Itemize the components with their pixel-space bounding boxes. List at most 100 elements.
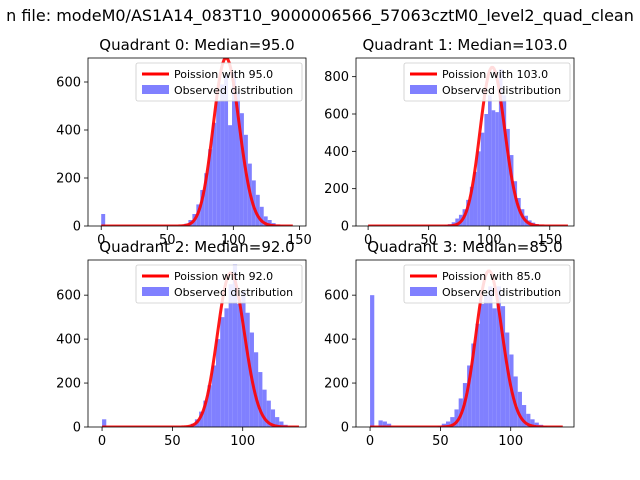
y-tick-label: 0 xyxy=(73,421,81,436)
histogram-bar xyxy=(530,419,535,427)
histogram-bar xyxy=(471,343,476,427)
y-tick-label: 400 xyxy=(324,145,349,160)
subplot-quadrant-3: 0 50 100 0 200 400 600 Quadrant 3: Median=85.0 P… xyxy=(324,238,575,449)
y-tick-label: 200 xyxy=(324,377,349,392)
plot-area xyxy=(367,65,569,226)
legend-box xyxy=(135,264,303,304)
histogram-bar xyxy=(232,264,238,427)
histogram-bar xyxy=(534,422,539,427)
histogram-bar xyxy=(466,199,470,226)
y-tick-label: 600 xyxy=(324,289,349,304)
subplot-title: Quadrant 0: Median=95.0 xyxy=(99,36,294,54)
histogram-bar xyxy=(517,391,522,427)
histogram-bar xyxy=(259,206,264,226)
subplot-quadrant-1: 0 50 100 150 0 200 400 600 800 Quadrant 1: Median… xyxy=(324,36,575,248)
histogram-bar xyxy=(513,181,518,226)
legend-observed-swatch xyxy=(410,85,437,94)
histogram-bar xyxy=(235,91,240,226)
y-tick-label: 800 xyxy=(324,70,349,85)
histogram-bar xyxy=(386,423,392,427)
histogram-bar xyxy=(483,295,489,427)
histogram-bar xyxy=(253,352,259,427)
histogram-bar xyxy=(207,385,212,427)
histogram-bar xyxy=(275,417,280,427)
histogram-bar xyxy=(262,389,267,427)
poisson-curve xyxy=(367,65,569,226)
y-tick-label: 0 xyxy=(341,421,349,436)
axes-frame xyxy=(355,259,575,428)
histogram-bar xyxy=(473,171,478,226)
histogram-bar xyxy=(500,306,506,427)
x-tick-label: 0 xyxy=(364,233,372,248)
histogram-bar xyxy=(266,400,271,427)
legend-observed-swatch xyxy=(142,85,169,94)
x-tick-label: 100 xyxy=(221,233,246,248)
subplot-title: Quadrant 1: Median=103.0 xyxy=(363,36,568,54)
histogram-bar xyxy=(208,149,213,226)
histogram-bar xyxy=(509,155,514,226)
histogram-bar xyxy=(526,413,531,427)
histogram-bar xyxy=(220,84,225,226)
histogram-bar xyxy=(279,421,284,427)
legend-observed-label: Observed distribution xyxy=(442,286,561,299)
histogram-bar xyxy=(505,332,510,427)
histogram-bar xyxy=(491,110,496,226)
x-tick-label: 100 xyxy=(498,434,523,449)
legend: Poission with 95.0 Observed distribution xyxy=(135,62,303,102)
histogram-bar xyxy=(479,303,484,427)
histogram-bar xyxy=(492,308,497,427)
poisson-curve xyxy=(101,58,293,226)
legend-poisson-label: Poission with 103.0 xyxy=(442,68,548,81)
histogram-bar xyxy=(204,173,209,226)
histogram-bar xyxy=(215,339,221,427)
histogram-bar xyxy=(446,421,451,427)
y-tick-label: 200 xyxy=(324,182,349,197)
legend: Poission with 92.0 Observed distribution xyxy=(135,264,303,304)
histogram-bar xyxy=(211,365,216,427)
x-tick-label: 50 xyxy=(432,434,449,449)
histogram-bar xyxy=(255,194,260,226)
axes-frame xyxy=(355,57,575,227)
histogram-bar xyxy=(101,214,106,226)
subplot-quadrant-0: 0 50 100 150 0 200 400 600 Quadrant 0: Median=95… xyxy=(56,36,312,248)
histogram-bar xyxy=(270,409,276,427)
legend-observed-swatch xyxy=(410,287,437,296)
histogram-bar xyxy=(232,72,236,226)
histogram-bar xyxy=(102,419,107,427)
legend-observed-label: Observed distribution xyxy=(174,84,293,97)
x-tick-label: 100 xyxy=(230,434,255,449)
histogram-bar xyxy=(199,411,204,427)
histogram-bar xyxy=(496,286,501,427)
figure-suptitle: n file: modeM0/AS1A14_083T10_9000006566_… xyxy=(6,6,634,25)
histogram-bar xyxy=(382,421,387,427)
y-tick-label: 600 xyxy=(56,76,81,91)
y-tick-label: 0 xyxy=(73,220,81,235)
legend-box xyxy=(135,62,303,102)
axes-frame xyxy=(87,259,307,428)
y-tick-label: 200 xyxy=(56,172,81,187)
x-tick-label: 50 xyxy=(420,233,437,248)
x-tick-label: 50 xyxy=(159,233,176,248)
histogram-bar xyxy=(467,365,472,427)
legend-observed-label: Observed distribution xyxy=(442,84,561,97)
histogram-bar xyxy=(237,303,242,427)
histogram-bar xyxy=(498,69,503,226)
x-tick-label: 0 xyxy=(366,434,374,449)
x-tick-label: 0 xyxy=(98,434,106,449)
histogram-bar xyxy=(455,218,459,226)
histogram-bar xyxy=(212,122,217,226)
histogram-bar xyxy=(224,74,229,226)
histogram-bar xyxy=(495,112,499,226)
axes-frame xyxy=(87,57,307,227)
histogram-bar xyxy=(502,95,507,226)
poisson-curve xyxy=(369,269,563,427)
histogram-bar xyxy=(228,125,233,226)
legend-observed-swatch xyxy=(142,287,169,296)
subplot-quadrant-2: 0 50 100 0 200 400 600 Quadrant 2: Median=92.0 P… xyxy=(56,238,307,449)
legend-observed-label: Observed distribution xyxy=(174,286,293,299)
plot-area xyxy=(369,269,563,427)
histogram-bar xyxy=(200,190,205,226)
histogram-bar xyxy=(488,95,492,226)
x-tick-label: 150 xyxy=(287,233,312,248)
